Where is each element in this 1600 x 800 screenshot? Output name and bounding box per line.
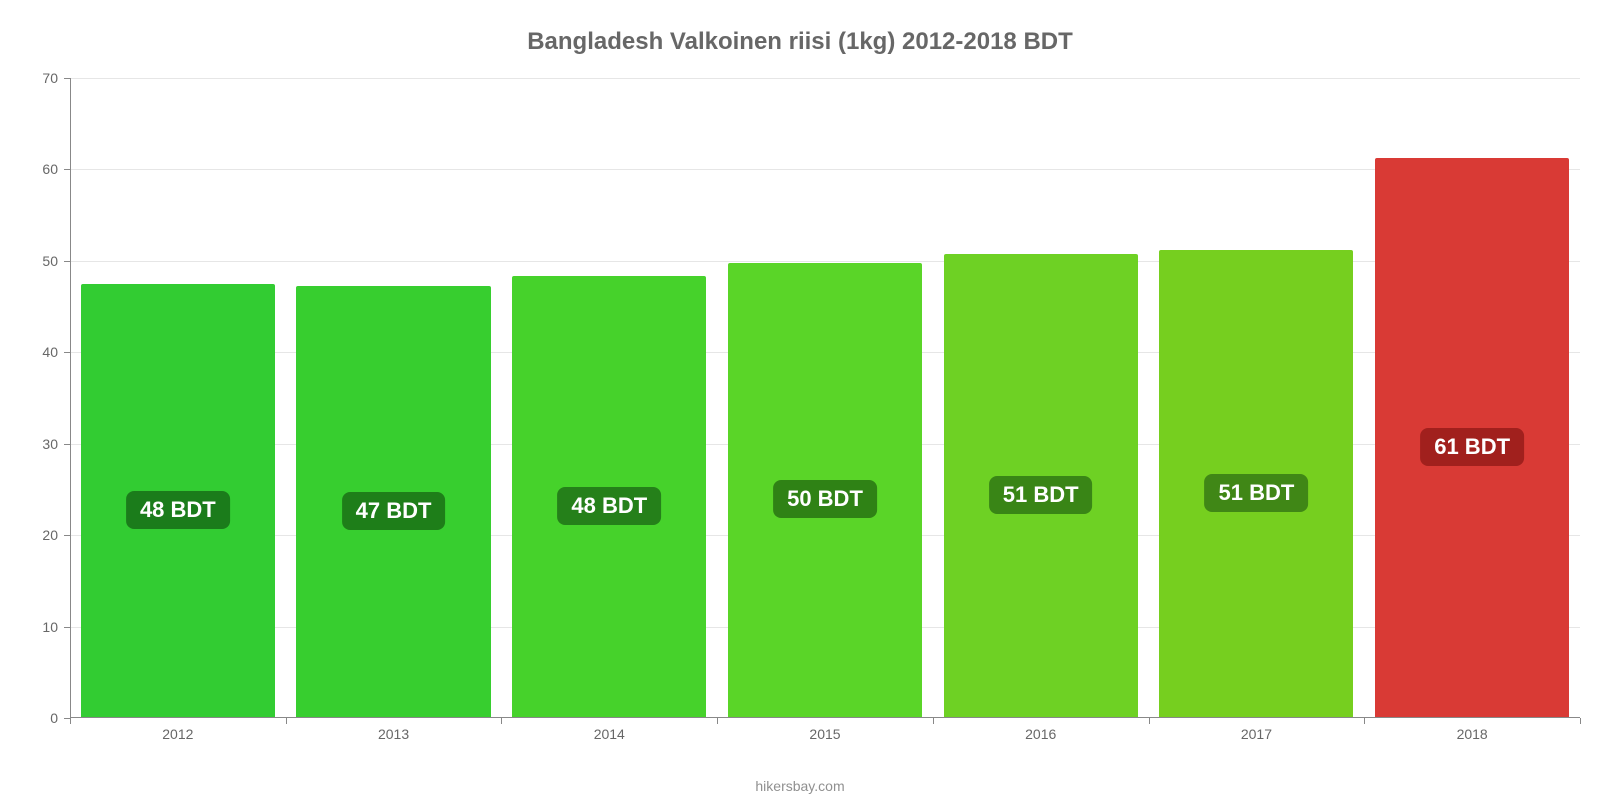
attribution-text: hikersbay.com	[0, 778, 1600, 794]
bar-value-badge: 61 BDT	[1420, 428, 1524, 466]
y-tick-label: 30	[28, 436, 58, 452]
bar-slot: 50 BDT	[717, 263, 933, 718]
x-tick	[1580, 718, 1581, 724]
bar: 61 BDT	[1375, 158, 1569, 718]
y-tick	[64, 444, 70, 445]
bar-slot: 51 BDT	[1149, 250, 1365, 718]
bar: 48 BDT	[512, 276, 706, 719]
bar-value-badge: 51 BDT	[989, 476, 1093, 514]
x-tick-label: 2014	[594, 726, 625, 742]
bars-container: 48 BDT 47 BDT 48 BDT 50 BDT 51 BDT 51 BDT 61 B…	[70, 78, 1580, 718]
bar-slot: 48 BDT	[70, 284, 286, 718]
x-tick-label: 2018	[1457, 726, 1488, 742]
y-axis-labels: 010203040506070	[30, 78, 64, 718]
y-tick-label: 50	[28, 253, 58, 269]
x-axis-line	[70, 717, 1580, 718]
y-tick	[64, 78, 70, 79]
bar-slot: 47 BDT	[286, 286, 502, 718]
y-tick-label: 70	[28, 70, 58, 86]
y-tick-label: 60	[28, 161, 58, 177]
bar-slot: 61 BDT	[1364, 158, 1580, 718]
y-tick	[64, 169, 70, 170]
bar-value-badge: 48 BDT	[557, 487, 661, 525]
y-tick-label: 20	[28, 527, 58, 543]
bar-value-badge: 48 BDT	[126, 491, 230, 529]
plot-area: 48 BDT 47 BDT 48 BDT 50 BDT 51 BDT 51 BDT 61 B…	[70, 78, 1580, 718]
y-tick-label: 10	[28, 619, 58, 635]
x-tick-label: 2013	[378, 726, 409, 742]
y-tick-label: 40	[28, 344, 58, 360]
y-axis-line	[70, 78, 71, 718]
x-tick-label: 2016	[1025, 726, 1056, 742]
bar: 51 BDT	[944, 254, 1138, 718]
bar-value-badge: 51 BDT	[1205, 474, 1309, 512]
x-tick-label: 2015	[809, 726, 840, 742]
bar: 50 BDT	[728, 263, 922, 718]
x-tick-label: 2017	[1241, 726, 1272, 742]
bar-slot: 51 BDT	[933, 254, 1149, 718]
y-tick	[64, 627, 70, 628]
x-axis-labels: 2012 2013 2014 2015 2016 2017 2018	[70, 722, 1580, 752]
y-tick-label: 0	[28, 710, 58, 726]
y-tick	[64, 535, 70, 536]
bar: 48 BDT	[81, 284, 275, 718]
y-tick	[64, 352, 70, 353]
bar-value-badge: 47 BDT	[342, 492, 446, 530]
chart-title: Bangladesh Valkoinen riisi (1kg) 2012-20…	[0, 0, 1600, 70]
x-tick-label: 2012	[162, 726, 193, 742]
price-chart: Bangladesh Valkoinen riisi (1kg) 2012-20…	[0, 0, 1600, 800]
bar-slot: 48 BDT	[501, 276, 717, 719]
bar-value-badge: 50 BDT	[773, 480, 877, 518]
y-tick	[64, 261, 70, 262]
bar: 51 BDT	[1159, 250, 1353, 718]
bar: 47 BDT	[296, 286, 490, 718]
